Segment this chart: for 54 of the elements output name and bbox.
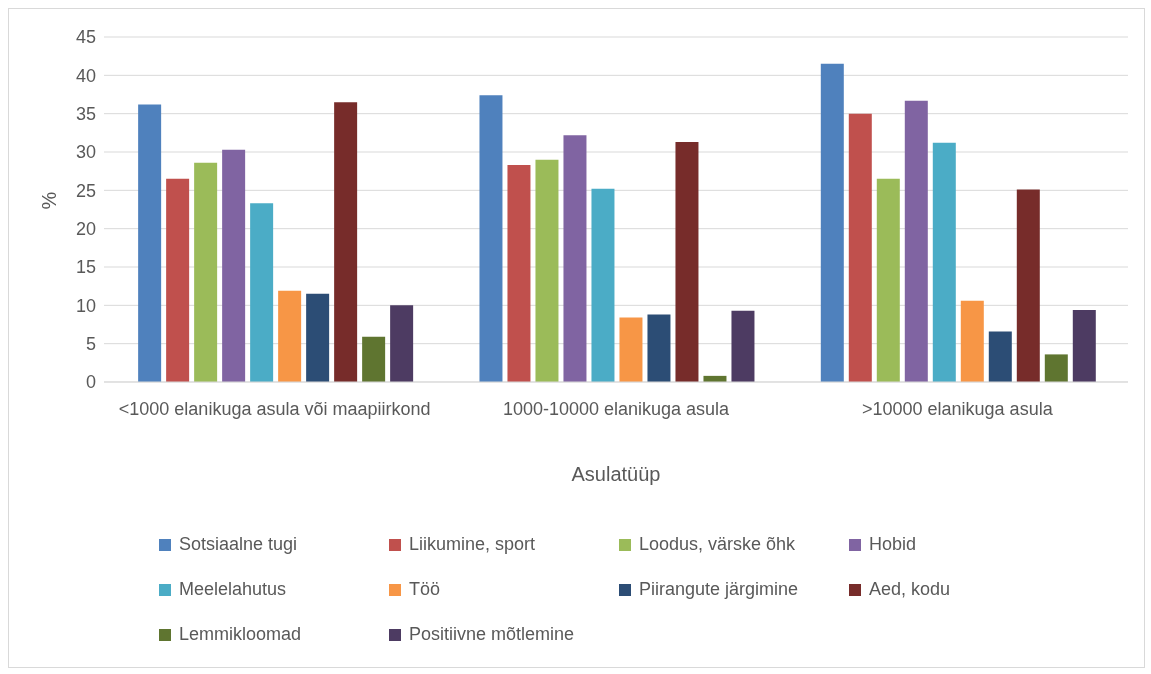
y-tick-label: 30 [75, 142, 96, 163]
bar [619, 317, 643, 382]
bar [960, 300, 984, 382]
x-tick-label: >10000 elanikuga asula [862, 398, 1054, 419]
bar [848, 113, 872, 382]
y-tick-label: 5 [85, 334, 96, 355]
bar [1016, 189, 1040, 382]
bar [479, 95, 503, 382]
legend-label: Töö [409, 579, 441, 600]
bar [507, 165, 531, 382]
bar [1072, 309, 1096, 382]
bar [876, 178, 900, 382]
bar [563, 135, 587, 382]
x-tick-label: <1000 elanikuga asula või maapiirkond [118, 398, 431, 419]
bar [675, 142, 699, 382]
legend-label: Meelelahutus [179, 579, 287, 600]
bar [932, 142, 956, 382]
legend-label: Sotsiaalne tugi [179, 534, 298, 555]
bar [166, 178, 190, 382]
bar [362, 336, 386, 382]
x-axis-title: Asulatüüp [571, 463, 661, 486]
bar [390, 305, 414, 382]
legend-label: Liikumine, sport [409, 534, 536, 555]
bar [820, 63, 844, 382]
bar [535, 159, 559, 382]
y-tick-label: 25 [75, 180, 96, 201]
legend-label: Lemmikloomad [179, 624, 302, 645]
bar [334, 102, 358, 382]
bar [250, 203, 274, 382]
bar [591, 188, 615, 382]
bar [138, 104, 162, 382]
bar [222, 149, 246, 382]
legend-label: Aed, kodu [869, 579, 951, 600]
bar [904, 100, 928, 382]
x-tick-label: 1000-10000 elanikuga asula [502, 398, 731, 419]
legend-label: Positiivne mõtlemine [409, 624, 575, 645]
y-tick-label: 35 [75, 104, 96, 125]
y-tick-label: 20 [75, 219, 96, 240]
bar [194, 162, 218, 382]
y-tick-label: 45 [75, 27, 96, 48]
bar [731, 310, 755, 382]
bar [306, 293, 330, 382]
legend-label: Hobid [869, 534, 917, 555]
bar [1044, 354, 1068, 382]
bar [278, 290, 302, 382]
bar [988, 331, 1012, 382]
legend-label: Loodus, värske õhk [639, 534, 796, 555]
y-axis-title: % [38, 191, 61, 210]
legend-label: Piirangute järgimine [639, 579, 799, 600]
bar [647, 314, 671, 382]
y-tick-label: 0 [85, 372, 96, 393]
y-tick-label: 10 [75, 295, 96, 316]
y-tick-label: 15 [75, 257, 96, 278]
y-tick-label: 40 [75, 65, 96, 86]
